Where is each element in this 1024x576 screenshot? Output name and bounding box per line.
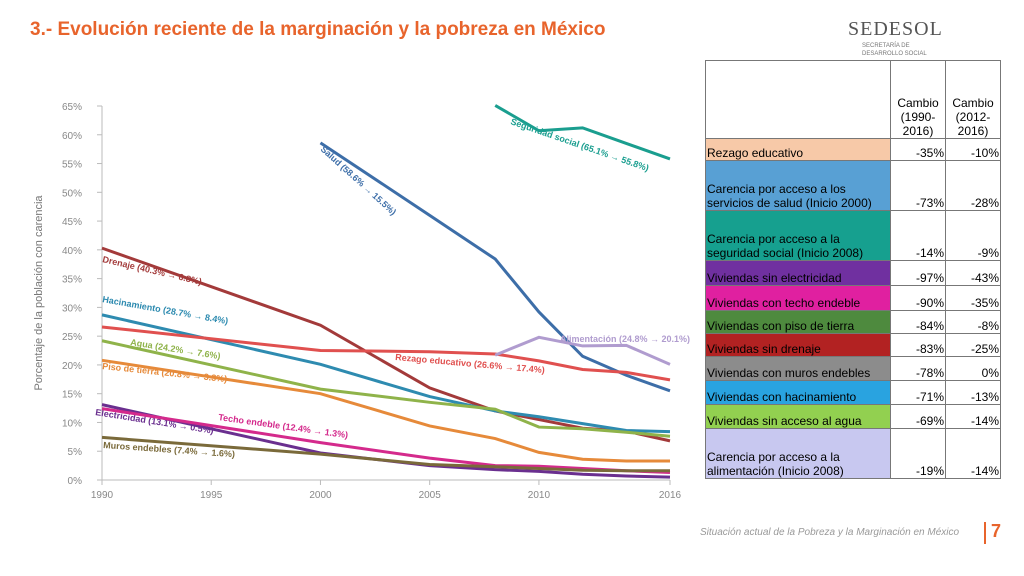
y-tick-label: 5% [68, 447, 83, 458]
row-label: Carencia por acceso a los servicios de s… [705, 160, 891, 211]
table-row: Viviendas con muros endebles -78% 0% [705, 356, 1001, 381]
table-cell: -84% [890, 310, 946, 334]
chart: 0% 5% 10% 15% 20% 25% 30% 35% 40% 45% 50% 55% 60% 65%… [33, 102, 690, 501]
footer-bar [984, 522, 986, 544]
series-label: Hacinamiento (28.7% → 8.4%) [102, 294, 229, 326]
page-number: 7 [991, 521, 1002, 541]
row-label: Carencia por acceso a la seguridad socia… [705, 210, 891, 261]
table-cell: -35% [890, 138, 946, 161]
slide-title: 3.- Evolución reciente de la marginación… [30, 19, 606, 40]
table-cell: -19% [890, 428, 946, 479]
table-row: Carencia por acceso a la alimentación (I… [705, 428, 1001, 479]
series-label: Alimentación (24.8% → 20.1%) [560, 334, 690, 344]
table-cell: -69% [890, 404, 946, 429]
y-tick-label: 35% [62, 275, 82, 286]
row-label: Viviendas con muros endebles [705, 356, 891, 381]
row-label: Carencia por acceso a la alimentación (I… [705, 428, 891, 479]
y-tick-label: 65% [62, 102, 82, 113]
x-tick-label: 2005 [419, 490, 442, 501]
x-tick-label: 2016 [659, 490, 682, 501]
series-label: Salud (58.6% → 15.5%) [319, 144, 399, 217]
table-cell: -14% [945, 428, 1001, 479]
y-tick-label: 55% [62, 160, 82, 171]
table-cell: -14% [945, 404, 1001, 429]
line-series [494, 104, 671, 161]
y-axis-label: Porcentaje de la población con carencia [33, 195, 45, 391]
row-label: Viviendas sin electricidad [705, 260, 891, 286]
table-row: Viviendas sin drenaje -83% -25% [705, 333, 1001, 357]
table-cell: -9% [945, 210, 1001, 261]
x-tick-label: 2010 [528, 490, 551, 501]
logo: SEDESOL [848, 18, 943, 40]
table-cell: -28% [945, 160, 1001, 211]
y-tick-label: 25% [62, 332, 82, 343]
table-header-row: Cambio (1990-2016) Cambio (2012-2016) [705, 60, 1001, 139]
table-row: Carencia por acceso a la seguridad socia… [705, 210, 1001, 261]
y-tick-label: 10% [62, 418, 82, 429]
y-tick-label: 50% [62, 188, 82, 199]
table-row: Carencia por acceso a los servicios de s… [705, 160, 1001, 211]
table-cell: -71% [890, 380, 946, 405]
table-cell: -8% [945, 310, 1001, 334]
table-row: Viviendas con techo endeble -90% -35% [705, 285, 1001, 311]
table-row: Viviendas con hacinamiento -71% -13% [705, 380, 1001, 405]
row-label: Viviendas con techo endeble [705, 285, 891, 311]
line-series [101, 313, 671, 434]
table-cell: -78% [890, 356, 946, 381]
row-label: Rezago educativo [705, 138, 891, 161]
x-tick-label: 1995 [200, 490, 223, 501]
table-row: Rezago educativo -35% -10% [705, 138, 1001, 161]
row-label: Viviendas con piso de tierra [705, 310, 891, 334]
table-cell: -83% [890, 333, 946, 357]
logo-subtitle: SECRETARÍA DE DESARROLLO SOCIAL [862, 43, 927, 57]
line-series [101, 339, 671, 438]
table-cell: -25% [945, 333, 1001, 357]
table-cell: -10% [945, 138, 1001, 161]
table-cell: -90% [890, 285, 946, 311]
line-series [101, 403, 671, 479]
x-tick-label: 2000 [309, 490, 332, 501]
x-tick-label: 1990 [91, 490, 114, 501]
line-series [101, 435, 670, 473]
series-label: Rezago educativo (26.6% → 17.4%) [395, 352, 545, 375]
table-row: Viviendas con piso de tierra -84% -8% [705, 310, 1001, 334]
line-series [101, 407, 671, 475]
y-tick-label: 20% [62, 361, 82, 372]
line-series [101, 358, 670, 463]
table-cell: -97% [890, 260, 946, 286]
line-series [101, 325, 671, 382]
row-label: Viviendas sin drenaje [705, 333, 891, 357]
series-label: Drenaje (40.3% → 6.8%) [102, 254, 203, 287]
table-cell: -14% [890, 210, 946, 261]
summary-table: Cambio (1990-2016) Cambio (2012-2016) Reza… [705, 60, 1001, 479]
y-tick-label: 15% [62, 390, 82, 401]
header-cell [705, 60, 891, 139]
table-cell: -43% [945, 260, 1001, 286]
table-row: Viviendas sin acceso al agua -69% -14% [705, 404, 1001, 429]
y-tick-label: 45% [62, 217, 82, 228]
row-label: Viviendas sin acceso al agua [705, 404, 891, 429]
table-cell: -13% [945, 380, 1001, 405]
line-series [494, 335, 671, 366]
table-cell: 0% [945, 356, 1001, 381]
table-row: Viviendas sin electricidad -97% -43% [705, 260, 1001, 286]
y-tick-label: 30% [62, 303, 82, 314]
y-tick-label: 40% [62, 246, 82, 257]
header-cell: Cambio (1990-2016) [890, 60, 946, 139]
table-cell: -73% [890, 160, 946, 211]
footer-text: Situación actual de la Pobreza y la Marg… [700, 527, 960, 538]
y-tick-label: 60% [62, 131, 82, 142]
row-label: Viviendas con hacinamiento [705, 380, 891, 405]
line-series [319, 141, 671, 393]
header-cell: Cambio (2012-2016) [945, 60, 1001, 139]
table-cell: -35% [945, 285, 1001, 311]
y-tick-label: 0% [68, 476, 83, 487]
